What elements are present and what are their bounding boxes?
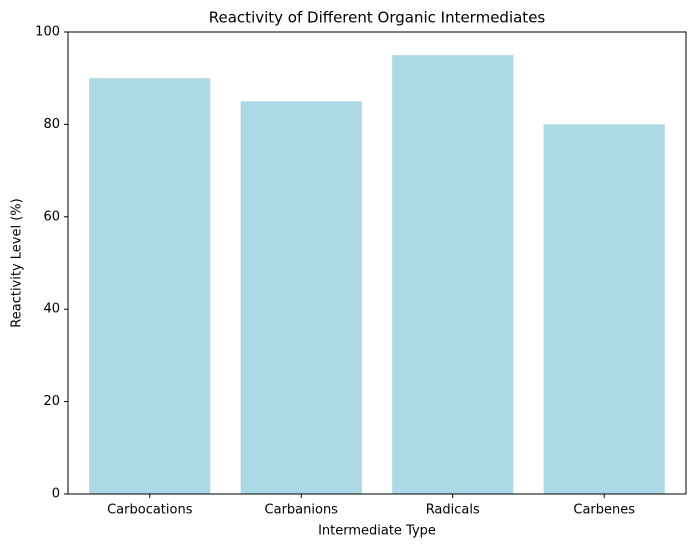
y-tick-label: 100 (35, 25, 60, 40)
y-tick-label: 20 (43, 394, 60, 409)
y-tick-label: 80 (43, 117, 60, 132)
x-tick-label: Radicals (426, 503, 480, 518)
bar (543, 124, 665, 495)
y-tick-label: 40 (43, 302, 60, 317)
x-tick-label: Carbenes (573, 503, 635, 518)
x-tick-label: Carbanions (265, 503, 339, 518)
x-tick-label: Carbocations (107, 503, 193, 518)
y-tick-label: 60 (43, 209, 60, 224)
chart-title: Reactivity of Different Organic Intermed… (209, 9, 546, 27)
axes-frame (67, 31, 687, 495)
bar (89, 78, 211, 494)
y-axis-label: Reactivity Level (%) (10, 198, 25, 327)
y-tick-label: 0 (52, 487, 60, 502)
bar (392, 55, 514, 494)
bar (240, 101, 362, 495)
x-axis-label: Intermediate Type (318, 524, 436, 539)
